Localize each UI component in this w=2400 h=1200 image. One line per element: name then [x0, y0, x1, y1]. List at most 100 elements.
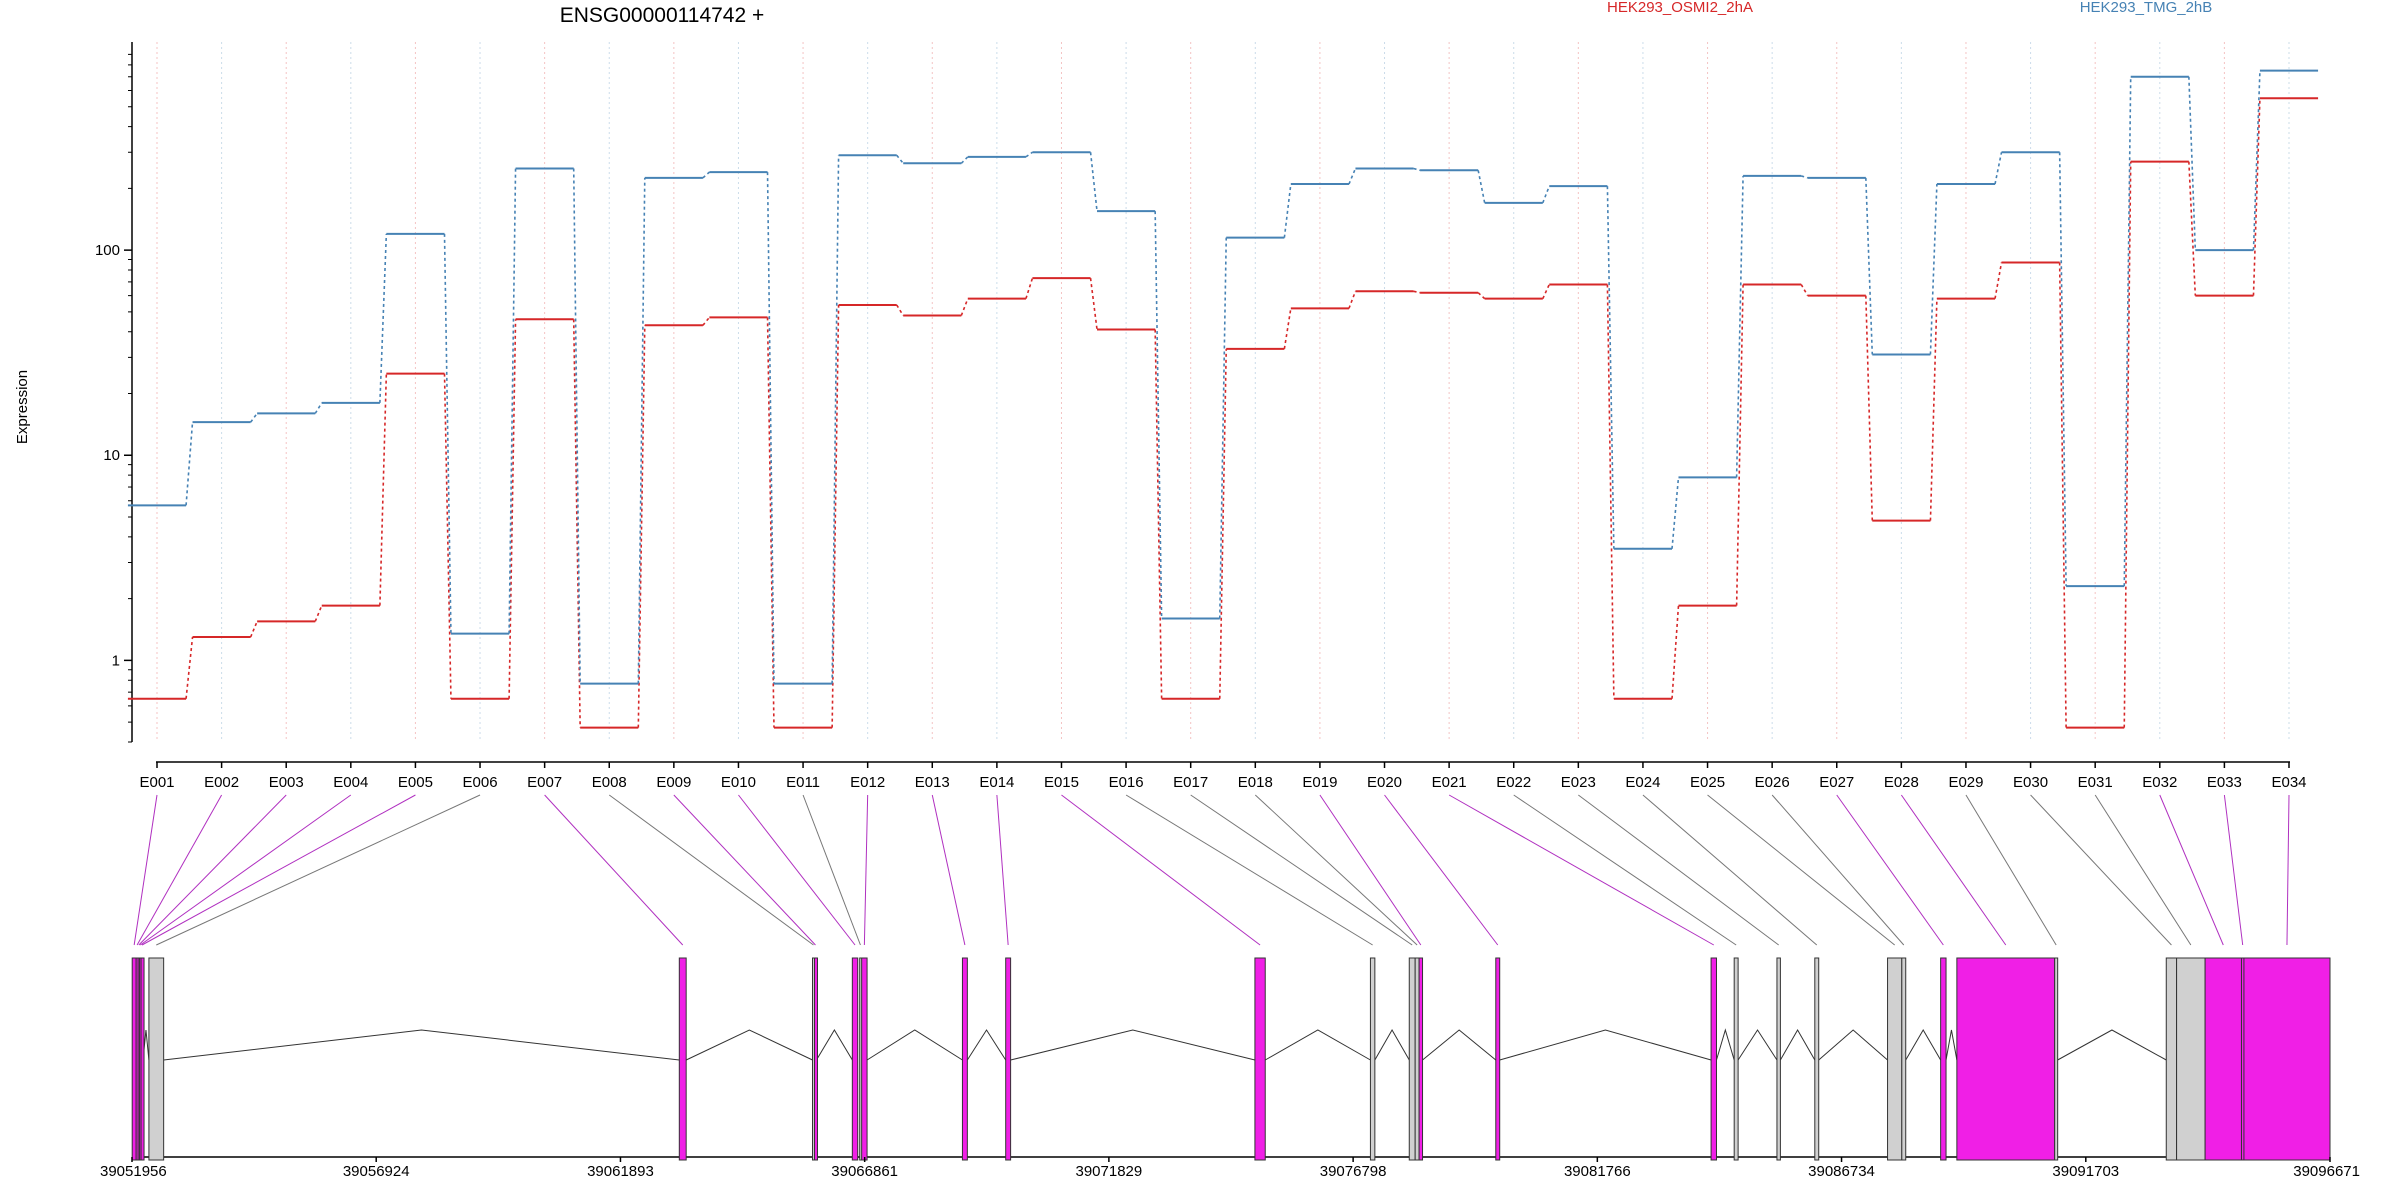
series-connector [1994, 262, 2003, 299]
series-connector [1025, 277, 1034, 299]
series-connector [1477, 170, 1486, 204]
series-connector [1089, 152, 1098, 212]
connector-e003 [138, 794, 287, 946]
exon-gridlines [156, 42, 2290, 742]
x-tick-label-e018: E018 [1238, 774, 1273, 791]
exon-block-e017 [1408, 957, 1416, 1161]
exon-block-e007 [678, 957, 687, 1161]
x-tick-label-e019: E019 [1302, 774, 1337, 791]
exon-block-e032 [2204, 957, 2242, 1161]
series-connector [1929, 298, 1938, 521]
x-tick-label-e026: E026 [1755, 774, 1790, 791]
exon-block-e030 [2165, 957, 2178, 1161]
series-connector [2188, 76, 2197, 251]
x-tick-label-e007: E007 [527, 774, 562, 791]
connector-e014 [996, 794, 1009, 946]
exon-block-e019 [1418, 957, 1424, 1161]
chart-title: ENSG00000114742 + [560, 4, 765, 27]
series-connector [314, 605, 323, 622]
connector-e017 [1190, 794, 1413, 946]
intron-line [1905, 1029, 1942, 1061]
intron-line [1779, 1028, 1816, 1061]
x-tick-label-e025: E025 [1690, 774, 1725, 791]
connector-e010 [738, 794, 856, 946]
connector-e011 [802, 794, 861, 946]
series-connector [2123, 76, 2132, 587]
x-tick-label-e006: E006 [463, 774, 498, 791]
connector-e008 [608, 794, 814, 946]
series-connector [1283, 183, 1292, 238]
exon-block-e012 [861, 957, 868, 1161]
intron-line [866, 1029, 963, 1061]
exon-block-e016 [1369, 957, 1376, 1161]
series-connector [1348, 291, 1357, 309]
exon-block-e025 [1887, 957, 1903, 1161]
intron-line [1737, 1029, 1778, 1061]
series-connector [1283, 308, 1292, 350]
series-connector [572, 319, 581, 728]
series-connector [1606, 284, 1615, 699]
connector-e019 [1319, 794, 1422, 946]
connector-e018 [1254, 794, 1418, 946]
y-tick-label-1: 1 [112, 652, 120, 669]
series-connector [1154, 329, 1163, 699]
genomic-tick-label-39091703: 39091703 [2052, 1163, 2119, 1180]
exon-block-e023 [1776, 957, 1781, 1161]
exon-block-e031 [2176, 957, 2206, 1161]
x-tick-label-e016: E016 [1109, 774, 1144, 791]
intron-line [2057, 1029, 2167, 1061]
series-connector [896, 304, 904, 316]
x-tick-label-e033: E033 [2207, 774, 2242, 791]
series-connector [1218, 348, 1228, 699]
y-axis-ticks: 1 10 100 [95, 53, 132, 743]
series-connector [1994, 152, 2003, 185]
series-connector [1542, 284, 1550, 299]
series-connector [831, 155, 840, 684]
x-tick-label-e027: E027 [1819, 774, 1854, 791]
x-tick-label-e009: E009 [656, 774, 691, 791]
series-connector [2188, 161, 2197, 296]
connector-e032 [2159, 794, 2224, 946]
connector-e009 [673, 794, 816, 946]
intron-line [966, 1029, 1007, 1061]
intron-line [1264, 1029, 1371, 1061]
series-connector [1154, 211, 1163, 619]
series-hek293-osmi2-2ha [127, 97, 2319, 729]
connector-e004 [140, 794, 352, 946]
connector-e001 [133, 794, 158, 946]
series-connector [1929, 183, 1938, 355]
series-connector [249, 621, 258, 638]
series-connector [1671, 605, 1680, 699]
exon-block-e018 [1414, 957, 1420, 1161]
intron-line [1499, 1029, 1712, 1061]
intron-line [1374, 1028, 1410, 1061]
exon-block-e005 [140, 957, 145, 1161]
connector-e016 [1125, 794, 1373, 946]
x-tick-label-e002: E002 [204, 774, 239, 791]
connector-e013 [931, 794, 966, 946]
series-connector [766, 317, 775, 728]
x-tick-label-e003: E003 [269, 774, 304, 791]
x-tick-label-e030: E030 [2013, 774, 2048, 791]
x-tick-label-e014: E014 [979, 774, 1014, 791]
legend-entry-osmi2: HEK293_OSMI2_2hA [1607, 0, 1753, 16]
x-tick-label-e012: E012 [850, 774, 885, 791]
series-connector [1477, 292, 1486, 300]
connector-e021 [1448, 794, 1715, 946]
intron-line [1818, 1029, 1888, 1061]
series-connector [2252, 98, 2261, 296]
series-connector [1542, 185, 1551, 204]
intron-line [1422, 1029, 1497, 1061]
series-connector [637, 177, 646, 684]
exon-block-e034 [2243, 957, 2331, 1161]
series-connector [702, 316, 711, 326]
series-connector [2058, 152, 2067, 587]
series-connector [1089, 278, 1098, 330]
genomic-tick-label-39061893: 39061893 [587, 1163, 654, 1180]
exon-block-e015 [1254, 957, 1266, 1161]
series-connector [831, 305, 840, 728]
y-tick-label-100: 100 [95, 242, 120, 259]
intron-line [1010, 1029, 1256, 1061]
x-tick-label-e010: E010 [721, 774, 756, 791]
